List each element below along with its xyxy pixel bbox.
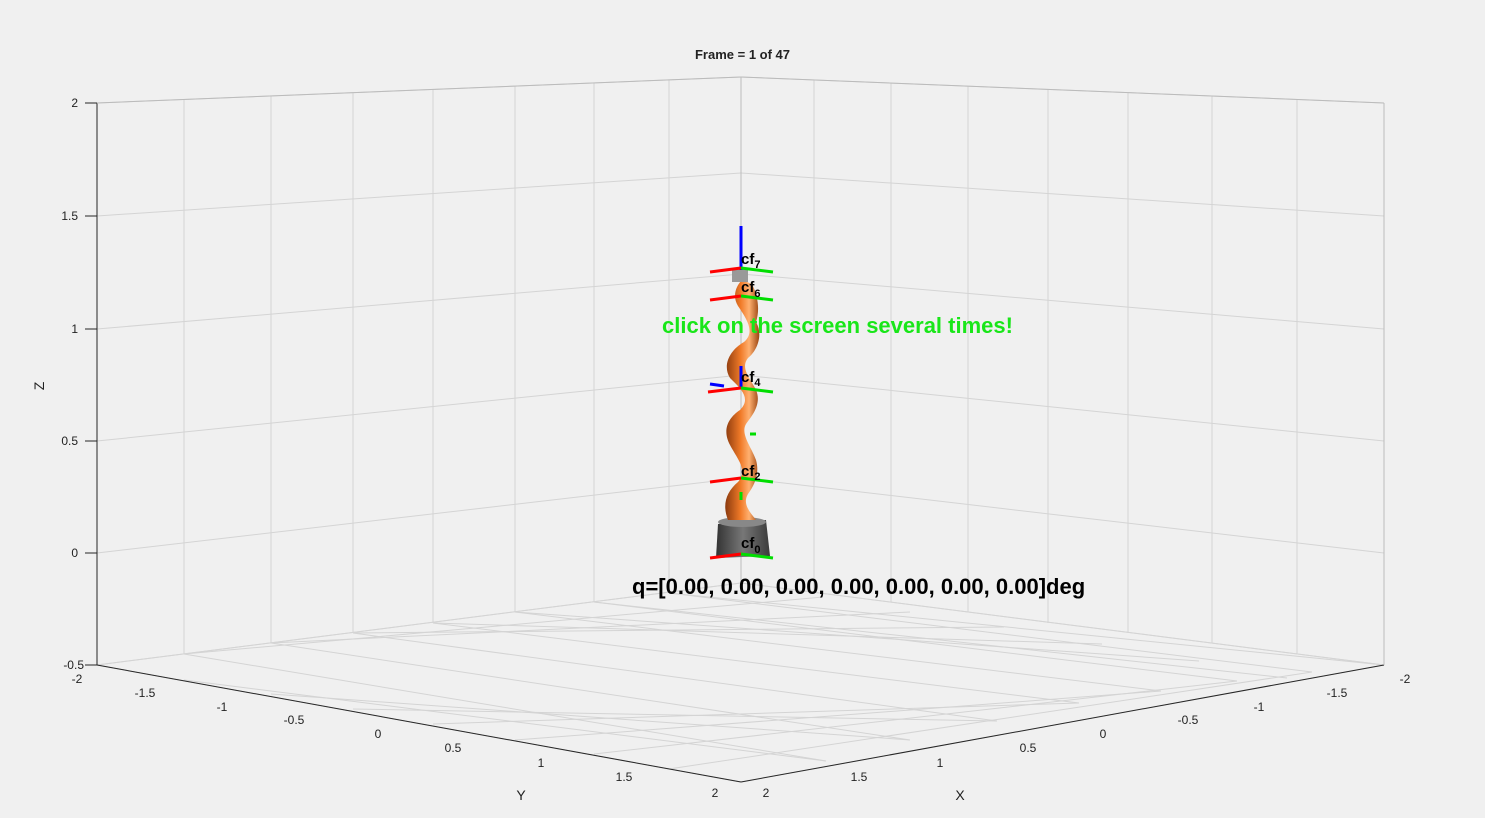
frame0-x-axis (709, 552, 742, 560)
svg-text:-1.5: -1.5 (1327, 686, 1348, 700)
frame6-y-axis (740, 294, 774, 302)
z-tick-1: 1 (71, 322, 78, 336)
svg-text:2: 2 (763, 786, 770, 800)
frame6-x-axis (709, 294, 742, 302)
frame7-label: cf7 (741, 251, 760, 271)
robot-links (725, 280, 760, 520)
svg-text:1.5: 1.5 (851, 770, 868, 784)
frame4-label: cf4 (741, 369, 761, 389)
svg-text:1.5: 1.5 (616, 770, 633, 784)
z-tick-0-5: 0.5 (61, 434, 78, 448)
robot-base (716, 520, 770, 558)
grid-floor (96, 582, 1385, 783)
x-axis-label: X (955, 787, 965, 803)
coordinate-frames (707, 226, 774, 560)
frame6-label: cf6 (741, 279, 760, 300)
robot-arm[interactable] (716, 268, 770, 558)
svg-text:-1: -1 (217, 700, 228, 714)
frame0-y-axis (740, 552, 774, 560)
svg-text:1: 1 (538, 756, 545, 770)
svg-text:-1: -1 (1254, 700, 1265, 714)
y-axis-label: Y (516, 787, 526, 803)
svg-text:0: 0 (375, 727, 382, 741)
svg-text:0.5: 0.5 (445, 741, 462, 755)
click-hint-text: click on the screen several times! (662, 313, 1013, 338)
axis-lines (85, 76, 1385, 783)
x-ticks: 2 1.5 1 0.5 0 -0.5 -1 -1.5 -2 (763, 672, 1411, 800)
svg-text:-1.5: -1.5 (135, 686, 156, 700)
svg-text:2: 2 (712, 786, 719, 800)
y-ticks: -2 -1.5 -1 -0.5 0 0.5 1 1.5 2 (72, 672, 719, 800)
z-tick-0: 0 (71, 546, 78, 560)
frame7-x-axis (709, 266, 742, 274)
z-tick-neg-0-5: -0.5 (63, 658, 84, 672)
svg-text:0.5: 0.5 (1020, 741, 1037, 755)
frame7-y-axis (740, 266, 774, 274)
z-tick-1-5: 1.5 (61, 209, 78, 223)
joint-values-text: q=[0.00, 0.00, 0.00, 0.00, 0.00, 0.00, 0… (632, 574, 1085, 599)
svg-text:1: 1 (937, 756, 944, 770)
frame-labels: cf7 cf6 cf4 cf2 cf0 (741, 251, 761, 556)
frame2-x-axis (709, 476, 742, 484)
svg-text:-2: -2 (72, 672, 83, 686)
svg-text:-2: -2 (1400, 672, 1411, 686)
robot-flange (732, 268, 748, 282)
frame4-x-axis (707, 386, 742, 394)
frame4-y-axis (740, 386, 774, 394)
svg-text:0: 0 (1100, 727, 1107, 741)
frame2-label: cf2 (741, 463, 760, 483)
z-axis-label: Z (31, 381, 47, 390)
svg-text:-0.5: -0.5 (1178, 713, 1199, 727)
svg-text:-0.5: -0.5 (284, 713, 305, 727)
z-tick-2: 2 (71, 96, 78, 110)
frame2-y-axis (740, 476, 774, 484)
z-ticks: 2 1.5 1 0.5 0 -0.5 (61, 96, 84, 672)
grid-back-left (96, 76, 742, 666)
frame0-label: cf0 (741, 535, 760, 556)
plot-title: Frame = 1 of 47 (694, 47, 791, 62)
